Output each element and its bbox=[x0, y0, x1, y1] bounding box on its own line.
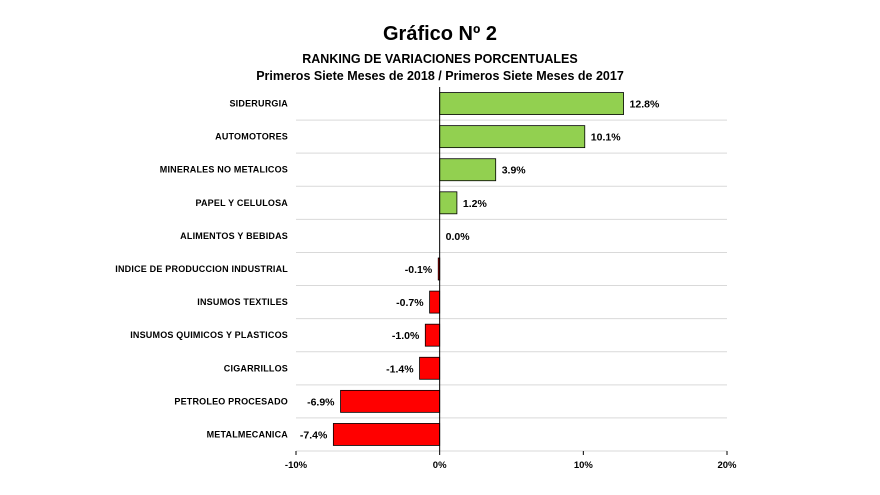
bar bbox=[439, 191, 458, 215]
category-label: AUTOMOTORES bbox=[215, 132, 288, 142]
chart-subtitle: RANKING DE VARIACIONES PORCENTUALES bbox=[302, 52, 577, 66]
data-label: 12.8% bbox=[630, 99, 660, 111]
bar bbox=[332, 423, 441, 446]
bar bbox=[424, 323, 441, 347]
x-tick-label: 10% bbox=[574, 460, 594, 471]
category-label: INSUMOS TEXTILES bbox=[197, 297, 288, 307]
category-label: METALMECANICA bbox=[207, 429, 289, 439]
data-label: -7.4% bbox=[300, 429, 328, 441]
data-label: 3.9% bbox=[502, 165, 527, 177]
data-label: -0.1% bbox=[405, 264, 433, 276]
plot-area: SIDERURGIA 12.8% AUTOMOTORES 10.1% MINERALES… bbox=[115, 87, 737, 471]
category-label: SIDERURGIA bbox=[229, 99, 288, 109]
category-label: ALIMENTOS Y BEBIDAS bbox=[180, 231, 288, 241]
category-label: CIGARRILLOS bbox=[224, 363, 288, 373]
x-tick-label: -10% bbox=[285, 460, 308, 471]
bar bbox=[340, 389, 441, 413]
data-label: -1.4% bbox=[386, 363, 414, 375]
data-label: -1.0% bbox=[392, 330, 420, 342]
data-label: 10.1% bbox=[591, 132, 621, 144]
category-label: INDICE DE PRODUCCION INDUSTRIAL bbox=[115, 264, 288, 274]
category-label: INSUMOS QUIMICOS Y PLASTICOS bbox=[130, 330, 288, 340]
category-label: PAPEL Y CELULOSA bbox=[195, 198, 288, 208]
chart-title: Gráfico Nº 2 bbox=[383, 23, 497, 45]
category-label: MINERALES NO METALICOS bbox=[160, 165, 288, 175]
bar bbox=[439, 92, 624, 115]
bar bbox=[419, 356, 441, 380]
bar bbox=[439, 125, 586, 149]
data-label: 1.2% bbox=[463, 198, 488, 210]
bar bbox=[439, 158, 497, 182]
data-label: 0.0% bbox=[446, 231, 471, 243]
category-label: PETROLEO PROCESADO bbox=[174, 396, 288, 406]
data-label: -0.7% bbox=[396, 297, 424, 309]
chart-subtitle-period: Primeros Siete Meses de 2018 / Primeros … bbox=[256, 69, 624, 83]
x-tick-label: 0% bbox=[433, 460, 447, 471]
x-tick-label: 20% bbox=[717, 460, 737, 471]
bar bbox=[429, 290, 441, 314]
data-label: -6.9% bbox=[307, 396, 335, 408]
